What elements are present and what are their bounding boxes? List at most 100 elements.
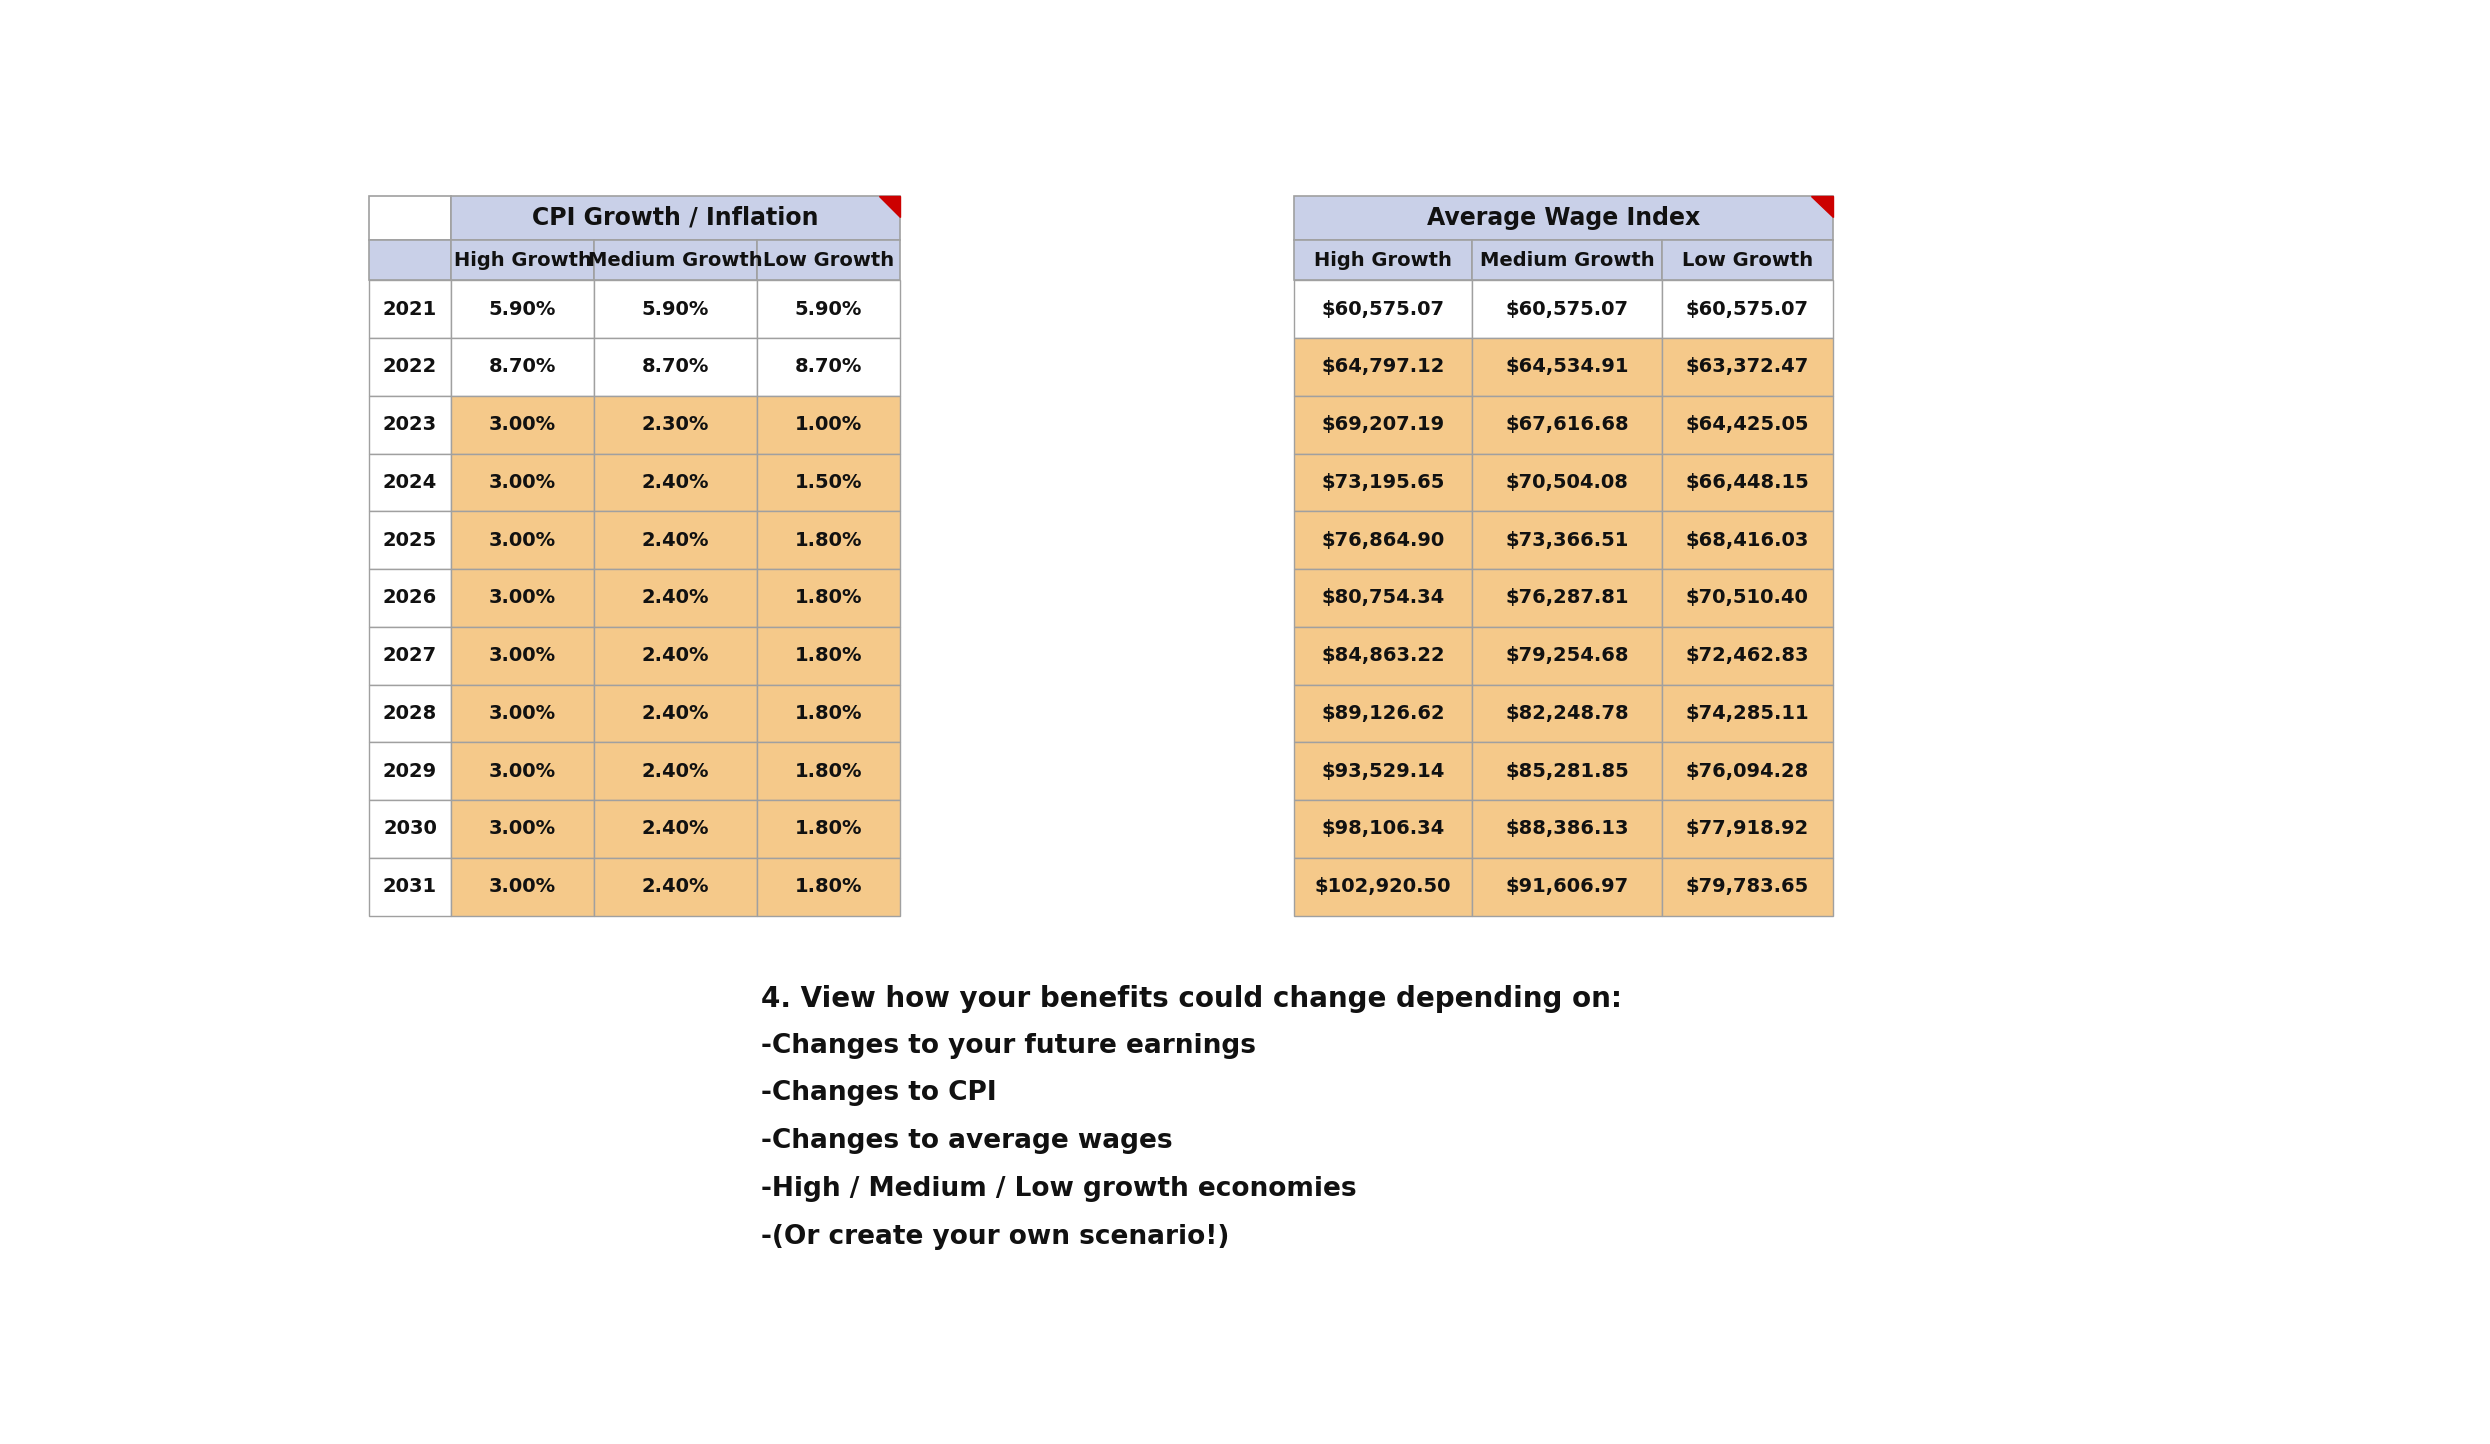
Bar	[757, 684, 901, 742]
Text: $70,504.08: $70,504.08	[1506, 474, 1628, 492]
Text: 1.80%: 1.80%	[794, 703, 862, 723]
Text: $76,094.28: $76,094.28	[1686, 761, 1808, 781]
Text: $82,248.78: $82,248.78	[1506, 703, 1628, 723]
Bar	[757, 858, 901, 915]
Bar	[595, 338, 757, 396]
Bar	[451, 858, 595, 915]
Bar	[595, 858, 757, 915]
Bar	[757, 396, 901, 453]
Bar	[1663, 627, 1833, 684]
Bar	[1663, 742, 1833, 800]
Text: 2021: 2021	[383, 300, 438, 319]
Text: -Changes to your future earnings: -Changes to your future earnings	[762, 1032, 1255, 1058]
Bar	[1472, 338, 1663, 396]
Bar	[595, 569, 757, 627]
Bar	[757, 511, 901, 569]
Bar	[1295, 569, 1472, 627]
Bar	[1295, 800, 1472, 858]
Bar	[369, 195, 451, 240]
Bar	[1295, 453, 1472, 511]
Text: 2026: 2026	[383, 589, 438, 608]
Text: $74,285.11: $74,285.11	[1686, 703, 1810, 723]
Bar	[595, 240, 757, 280]
Text: $64,425.05: $64,425.05	[1686, 416, 1810, 435]
Bar	[1663, 338, 1833, 396]
Bar	[369, 800, 451, 858]
Text: $88,386.13: $88,386.13	[1506, 819, 1628, 839]
Text: $102,920.50: $102,920.50	[1315, 877, 1452, 897]
Bar	[1472, 627, 1663, 684]
Bar	[369, 569, 451, 627]
Bar	[1472, 742, 1663, 800]
Text: 2.40%: 2.40%	[642, 474, 710, 492]
Text: 2.40%: 2.40%	[642, 703, 710, 723]
Text: $76,287.81: $76,287.81	[1506, 589, 1628, 608]
Text: $69,207.19: $69,207.19	[1322, 416, 1444, 435]
Bar	[1472, 511, 1663, 569]
Text: Low Growth: Low Growth	[762, 251, 894, 270]
Text: 1.80%: 1.80%	[794, 761, 862, 781]
Text: $68,416.03: $68,416.03	[1686, 531, 1810, 550]
Bar	[595, 742, 757, 800]
Text: 1.80%: 1.80%	[794, 877, 862, 897]
Bar	[757, 742, 901, 800]
Bar	[1295, 684, 1472, 742]
Text: High Growth: High Growth	[1315, 251, 1452, 270]
Bar	[1295, 240, 1472, 280]
Bar	[1472, 396, 1663, 453]
Text: -High / Medium / Low growth economies: -High / Medium / Low growth economies	[762, 1175, 1357, 1201]
Bar	[369, 280, 451, 338]
Bar	[1295, 511, 1472, 569]
Text: 2.40%: 2.40%	[642, 877, 710, 897]
Text: 2023: 2023	[383, 416, 438, 435]
Text: 5.90%: 5.90%	[642, 300, 710, 319]
Bar	[1295, 858, 1472, 915]
Text: $76,864.90: $76,864.90	[1322, 531, 1444, 550]
Polygon shape	[1810, 195, 1833, 217]
Text: 2.40%: 2.40%	[642, 645, 710, 666]
Bar	[595, 396, 757, 453]
Text: $84,863.22: $84,863.22	[1322, 645, 1444, 666]
Bar	[369, 453, 451, 511]
Bar	[369, 511, 451, 569]
Text: 3.00%: 3.00%	[488, 531, 555, 550]
Bar	[451, 338, 595, 396]
Text: $89,126.62: $89,126.62	[1322, 703, 1444, 723]
Text: Low Growth: Low Growth	[1681, 251, 1813, 270]
Bar	[1472, 240, 1663, 280]
Text: -(Or create your own scenario!): -(Or create your own scenario!)	[762, 1223, 1230, 1249]
Text: $63,372.47: $63,372.47	[1686, 358, 1808, 377]
Polygon shape	[879, 195, 901, 217]
Text: 2025: 2025	[383, 531, 438, 550]
Bar	[595, 453, 757, 511]
Bar	[451, 511, 595, 569]
Text: $79,783.65: $79,783.65	[1686, 877, 1808, 897]
Bar	[757, 627, 901, 684]
Bar	[369, 240, 451, 280]
Text: 4. View how your benefits could change depending on:: 4. View how your benefits could change d…	[762, 985, 1621, 1012]
Bar	[369, 396, 451, 453]
Bar	[451, 453, 595, 511]
Bar	[1295, 396, 1472, 453]
Text: 3.00%: 3.00%	[488, 416, 555, 435]
Bar	[451, 684, 595, 742]
Text: 2.30%: 2.30%	[642, 416, 710, 435]
Text: $80,754.34: $80,754.34	[1322, 589, 1444, 608]
Text: $64,797.12: $64,797.12	[1322, 358, 1444, 377]
Text: 1.80%: 1.80%	[794, 819, 862, 839]
Text: 8.70%: 8.70%	[794, 358, 862, 377]
Bar	[369, 858, 451, 915]
Text: CPI Growth / Inflation: CPI Growth / Inflation	[533, 206, 819, 230]
Bar	[595, 627, 757, 684]
Text: $60,575.07: $60,575.07	[1506, 300, 1628, 319]
Text: $72,462.83: $72,462.83	[1686, 645, 1810, 666]
Text: $73,366.51: $73,366.51	[1506, 531, 1628, 550]
Text: $98,106.34: $98,106.34	[1322, 819, 1444, 839]
Text: 2030: 2030	[383, 819, 438, 839]
Bar	[1295, 742, 1472, 800]
Bar	[1295, 627, 1472, 684]
Bar	[1472, 569, 1663, 627]
Text: $91,606.97: $91,606.97	[1506, 877, 1628, 897]
Bar	[451, 627, 595, 684]
Text: 1.00%: 1.00%	[794, 416, 862, 435]
